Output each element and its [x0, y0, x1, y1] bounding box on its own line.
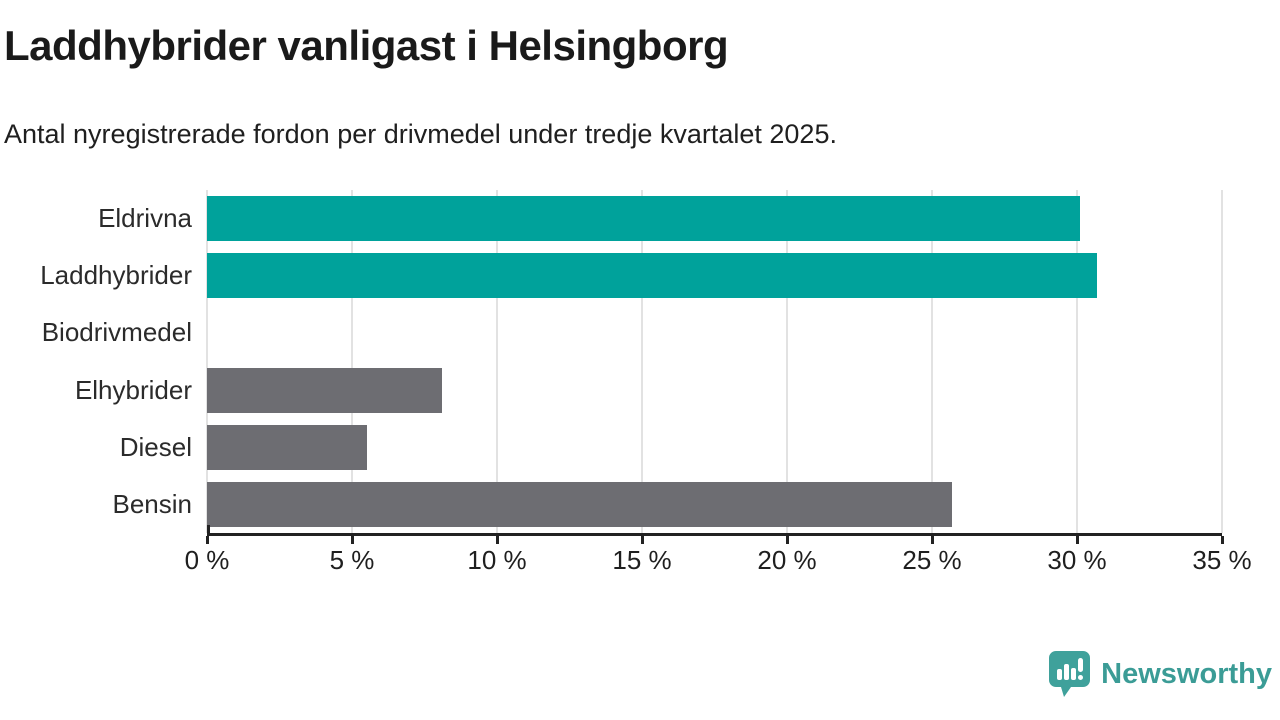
newsworthy-logo-icon	[1049, 651, 1091, 697]
x-axis-tick-label: 15 %	[612, 545, 672, 575]
gridline	[351, 190, 353, 533]
category-label: Biodrivmedel	[41, 317, 192, 348]
gridline	[931, 190, 933, 533]
gridline	[1076, 190, 1078, 533]
x-axis-tick	[350, 536, 354, 544]
bar	[207, 424, 367, 470]
gridline	[786, 190, 788, 533]
x-axis-tick-label: 35 %	[1192, 545, 1252, 575]
newsworthy-branding: Newsworthy	[1048, 650, 1272, 698]
gridline	[496, 190, 498, 533]
category-label: Laddhybrider	[40, 260, 192, 291]
x-axis-tick	[1220, 536, 1224, 544]
bar	[207, 367, 442, 413]
x-axis-line	[207, 533, 1222, 536]
x-axis-tick-label: 30 %	[1047, 545, 1107, 575]
x-axis-tick	[495, 536, 499, 544]
x-axis-tick-label: 25 %	[902, 545, 962, 575]
gridline	[641, 190, 643, 533]
page-subtitle: Antal nyregistrerade fordon per drivmede…	[4, 119, 837, 149]
x-axis-endcap	[207, 525, 210, 533]
bar	[207, 196, 1080, 242]
x-axis-tick-label: 20 %	[757, 545, 817, 575]
gridline	[206, 190, 208, 533]
gridline	[1221, 190, 1223, 533]
x-axis-tick	[930, 536, 934, 544]
newsworthy-logo-text: Newsworthy	[1101, 657, 1272, 690]
x-axis-tick-label: 0 %	[184, 545, 230, 575]
x-axis-tick	[205, 536, 209, 544]
x-axis-tick-label: 5 %	[329, 545, 375, 575]
page-title: Laddhybrider vanligast i Helsingborg	[4, 22, 729, 69]
x-axis-tick	[785, 536, 789, 544]
x-axis-tick	[640, 536, 644, 544]
category-label: Bensin	[112, 488, 193, 519]
category-label: Elhybrider	[74, 374, 192, 405]
bar-chart-plot-area: Eldrivna Laddhybrider Biodrivmedel Elhybrid…	[40, 190, 1252, 575]
x-axis-tick	[1075, 536, 1079, 544]
category-label: Eldrivna	[98, 203, 192, 233]
bar	[207, 481, 953, 527]
x-axis-tick-label: 10 %	[467, 545, 527, 575]
bar	[207, 253, 1098, 299]
category-label: Diesel	[119, 431, 192, 462]
